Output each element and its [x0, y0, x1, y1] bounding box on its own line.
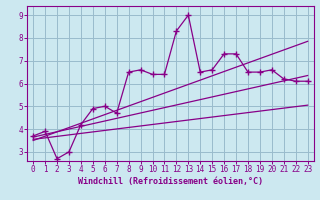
- X-axis label: Windchill (Refroidissement éolien,°C): Windchill (Refroidissement éolien,°C): [78, 177, 263, 186]
